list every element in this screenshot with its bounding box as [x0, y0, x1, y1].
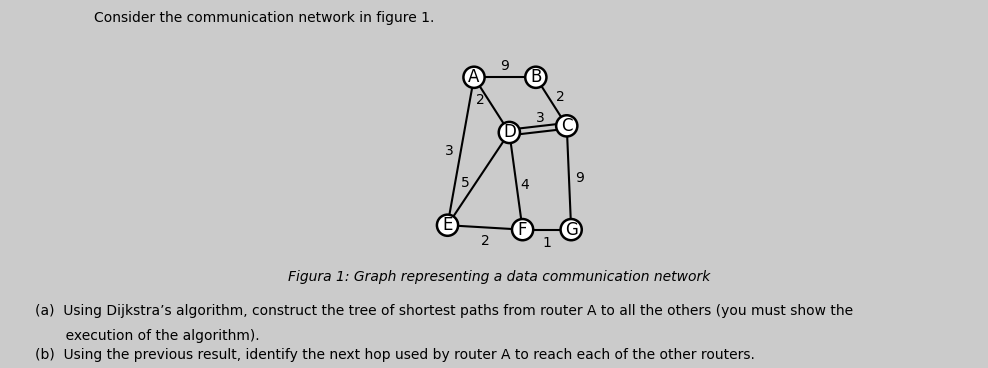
- Circle shape: [526, 67, 546, 88]
- Text: 4: 4: [521, 178, 530, 192]
- Text: 2: 2: [481, 234, 489, 248]
- Text: 3: 3: [446, 144, 454, 158]
- Circle shape: [499, 122, 520, 143]
- Text: Figura 1: Graph representing a data communication network: Figura 1: Graph representing a data comm…: [288, 270, 710, 284]
- Text: 3: 3: [535, 111, 544, 125]
- Circle shape: [463, 67, 485, 88]
- Text: Consider the communication network in figure 1.: Consider the communication network in fi…: [94, 11, 435, 25]
- Text: (b)  Using the previous result, identify the next hop used by router A to reach : (b) Using the previous result, identify …: [35, 348, 755, 362]
- Circle shape: [512, 219, 534, 240]
- Text: D: D: [503, 124, 516, 141]
- Text: F: F: [518, 221, 528, 238]
- Text: execution of the algorithm).: execution of the algorithm).: [35, 329, 259, 343]
- Text: B: B: [531, 68, 541, 86]
- Circle shape: [556, 115, 577, 137]
- Text: 9: 9: [501, 59, 510, 73]
- Text: A: A: [468, 68, 480, 86]
- Text: (a)  Using Dijkstra’s algorithm, construct the tree of shortest paths from route: (a) Using Dijkstra’s algorithm, construc…: [35, 304, 853, 318]
- Text: E: E: [443, 216, 453, 234]
- Text: 2: 2: [476, 93, 485, 107]
- Circle shape: [560, 219, 582, 240]
- Circle shape: [437, 215, 458, 236]
- Text: C: C: [561, 117, 572, 135]
- Text: 1: 1: [542, 236, 551, 250]
- Text: 5: 5: [460, 176, 469, 190]
- Text: G: G: [565, 221, 578, 238]
- Text: 9: 9: [576, 171, 585, 185]
- Text: 2: 2: [556, 90, 564, 104]
